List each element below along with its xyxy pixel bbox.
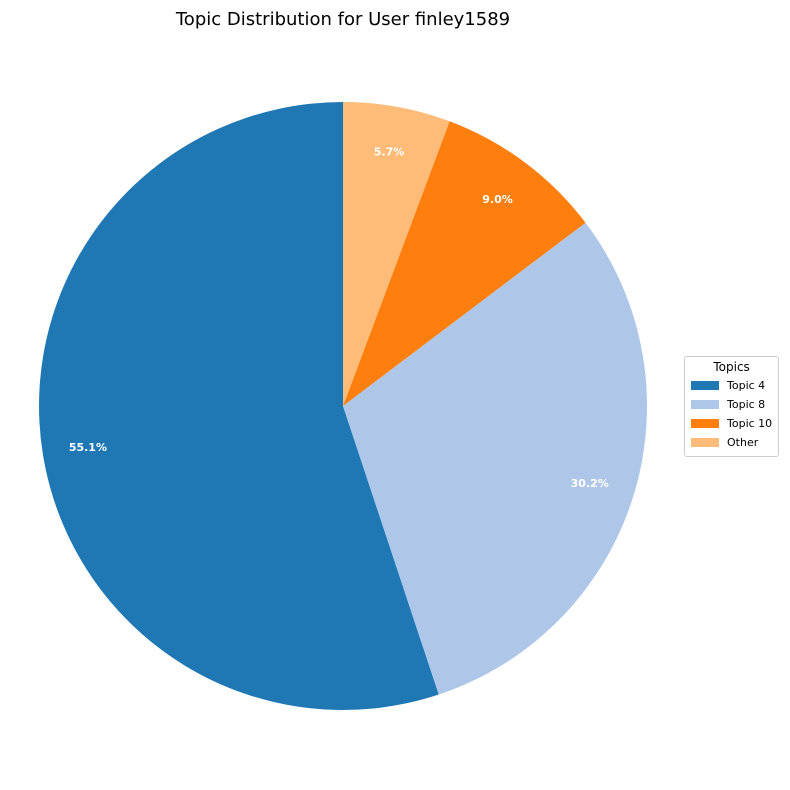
- chart-title: Topic Distribution for User finley1589: [175, 9, 510, 30]
- legend-swatch: [691, 381, 719, 390]
- legend-swatch: [691, 438, 719, 447]
- pie-label-other: 5.7%: [374, 146, 405, 159]
- pie-label-topic-8: 30.2%: [571, 477, 609, 490]
- legend-item: Other: [691, 433, 772, 452]
- pie-slice-other: [343, 102, 450, 406]
- pie-slices: [39, 102, 648, 710]
- pie-slice-topic-8: [343, 222, 648, 695]
- legend-label: Topic 8: [727, 398, 766, 411]
- pie-slice-topic-10: [343, 121, 586, 406]
- legend-swatch: [691, 400, 719, 409]
- legend-item: Topic 10: [691, 414, 772, 433]
- pie-label-topic-10: 9.0%: [482, 193, 513, 206]
- legend-title: Topics: [713, 360, 750, 374]
- legend-label: Other: [727, 436, 759, 449]
- legend-label: Topic 10: [727, 417, 773, 430]
- pie-labels: 55.1% 30.2% 9.0% 5.7%: [69, 146, 609, 490]
- legend-item: Topic 4: [691, 376, 772, 395]
- legend: Topics Topic 4 Topic 8 Topic 10 Other: [684, 356, 780, 457]
- legend-label: Topic 4: [727, 379, 766, 392]
- pie-label-topic-4: 55.1%: [69, 441, 107, 454]
- pie-slice-topic-4: [39, 102, 439, 710]
- legend-item: Topic 8: [691, 395, 772, 414]
- legend-swatch: [691, 419, 719, 428]
- legend-items: Topic 4 Topic 8 Topic 10 Other: [691, 376, 772, 452]
